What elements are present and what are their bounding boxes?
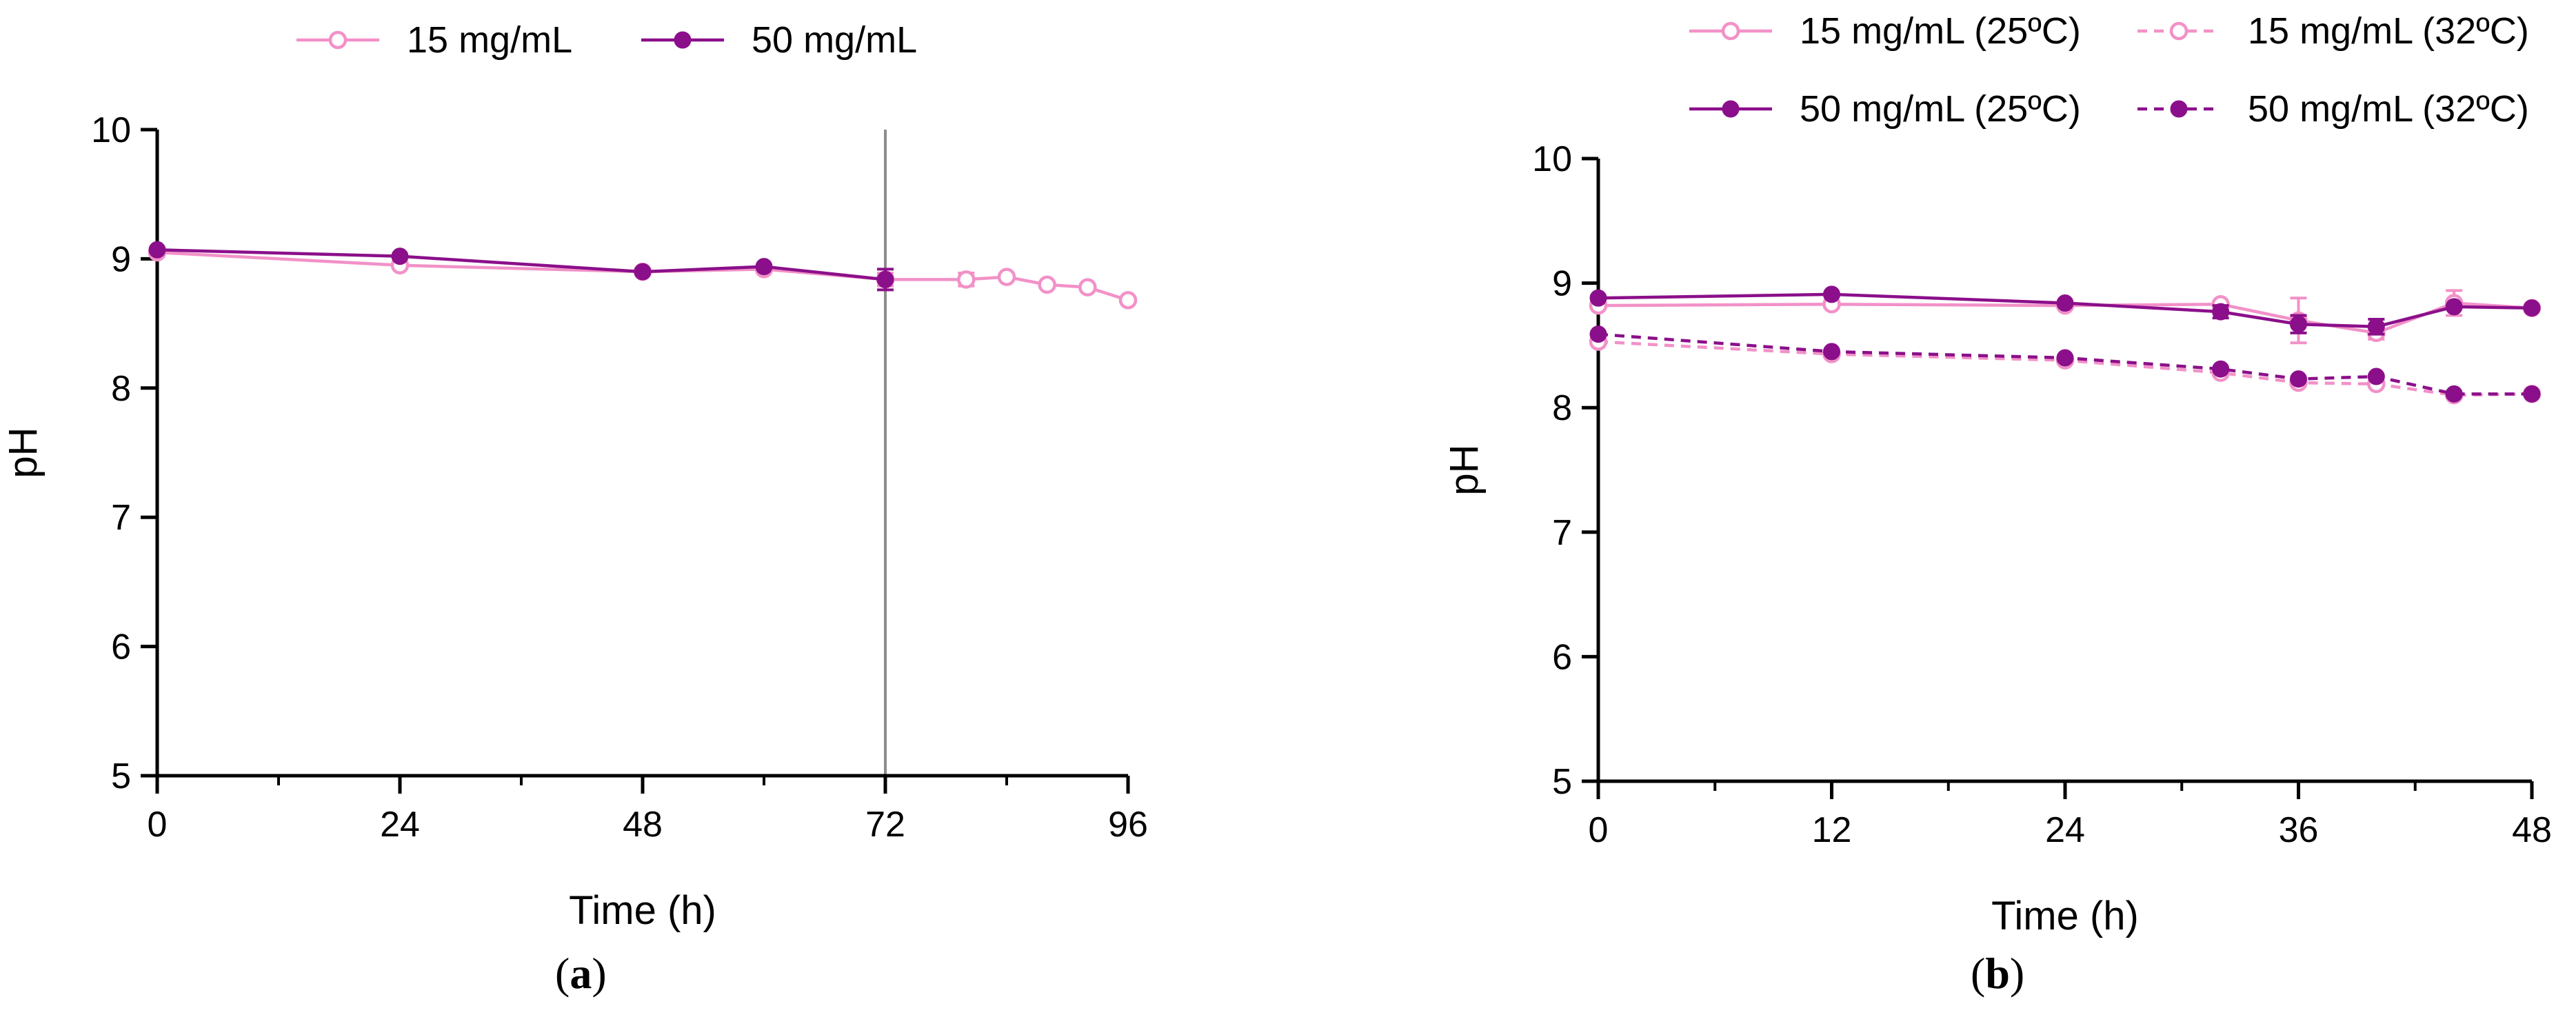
data-point bbox=[1038, 275, 1056, 294]
x-tick-label: 12 bbox=[1812, 810, 1852, 850]
data-point bbox=[2290, 315, 2307, 333]
series-line bbox=[157, 248, 886, 281]
series-line bbox=[1598, 332, 2532, 396]
data-point bbox=[2523, 385, 2541, 403]
chart-a: 5 6 7 8 9 10 0 24 48 72 96 Time (h) pH 15 mg/mL 50 mg/… bbox=[1, 19, 1148, 933]
y-tick-label: 6 bbox=[1552, 637, 1572, 677]
data-point bbox=[1078, 278, 1097, 296]
y-tick-label: 8 bbox=[111, 369, 131, 409]
series-line bbox=[157, 250, 1129, 302]
y-tick-label: 10 bbox=[1532, 139, 1572, 179]
data-point bbox=[391, 248, 409, 265]
legend-label: 50 mg/mL (25ºC) bbox=[1800, 88, 2081, 130]
legend-label: 15 mg/mL bbox=[407, 19, 572, 61]
data-point bbox=[1823, 285, 1840, 303]
x-tick-label: 96 bbox=[1108, 805, 1148, 845]
x-tick-label: 48 bbox=[623, 805, 663, 845]
data-point bbox=[2056, 349, 2074, 367]
data-point bbox=[148, 241, 166, 259]
panel-label-b: (b) bbox=[1971, 949, 2025, 998]
y-axis-label: pH bbox=[1, 427, 46, 478]
legend-marker bbox=[328, 30, 348, 50]
legend-marker bbox=[674, 31, 692, 49]
x-tick-label: 0 bbox=[1589, 810, 1609, 850]
series-4 bbox=[1589, 325, 2541, 403]
x-tick-label: 36 bbox=[2279, 810, 2319, 850]
y-tick-label: 7 bbox=[1552, 513, 1572, 553]
legend-item-3: 50 mg/mL (25ºC) bbox=[1689, 88, 2081, 130]
legend-item-1: 15 mg/mL (25ºC) bbox=[1689, 10, 2081, 52]
legend-marker bbox=[2169, 21, 2188, 41]
x-tick-label: 24 bbox=[2045, 810, 2085, 850]
legend-marker bbox=[2170, 100, 2188, 118]
data-point bbox=[2290, 370, 2307, 388]
data-point bbox=[2523, 299, 2541, 317]
panel-label-a: (a) bbox=[555, 949, 607, 998]
legend-label: 50 mg/mL (32ºC) bbox=[2248, 88, 2529, 130]
data-point bbox=[1589, 289, 1607, 307]
data-point bbox=[2367, 318, 2385, 336]
data-point bbox=[876, 270, 894, 288]
x-tick-label: 0 bbox=[148, 805, 168, 845]
x-tick-label: 48 bbox=[2512, 810, 2552, 850]
series-2 bbox=[148, 241, 894, 292]
data-point bbox=[997, 268, 1016, 286]
y-axis-label: pH bbox=[1442, 444, 1487, 495]
data-point bbox=[1118, 291, 1138, 310]
y-tick-label: 5 bbox=[111, 756, 131, 796]
legend-marker bbox=[1721, 21, 1740, 41]
x-axis-label: Time (h) bbox=[569, 888, 716, 933]
y-tick-label: 7 bbox=[111, 498, 131, 538]
chart-b: 5 6 7 8 9 10 0 12 24 36 48 Time (h) pH 15 mg/mL (25ºC… bbox=[1442, 10, 2552, 938]
legend-item-4: 50 mg/mL (32ºC) bbox=[2137, 88, 2529, 130]
series-line bbox=[1598, 340, 2533, 397]
series-3 bbox=[1589, 285, 2541, 336]
y-tick-label: 10 bbox=[91, 110, 131, 150]
series-line bbox=[1598, 292, 2533, 329]
data-point bbox=[755, 258, 773, 276]
x-tick-label: 24 bbox=[380, 805, 420, 845]
data-point bbox=[2056, 294, 2074, 312]
data-point bbox=[957, 270, 976, 289]
data-point bbox=[634, 263, 652, 281]
data-point bbox=[1589, 325, 1607, 343]
data-point bbox=[2445, 385, 2463, 403]
y-tick-label: 9 bbox=[111, 239, 131, 279]
series-line bbox=[1598, 301, 2533, 335]
x-tick-label: 72 bbox=[865, 805, 905, 845]
y-tick-label: 8 bbox=[1552, 388, 1572, 428]
data-point bbox=[2212, 303, 2230, 321]
legend-item-2: 15 mg/mL (32ºC) bbox=[2137, 10, 2529, 52]
legend-label: 50 mg/mL bbox=[752, 19, 917, 61]
legend-label: 15 mg/mL (25ºC) bbox=[1800, 10, 2081, 52]
data-point bbox=[2445, 298, 2463, 316]
y-tick-label: 9 bbox=[1552, 264, 1572, 304]
data-point bbox=[2212, 360, 2230, 378]
y-tick-label: 5 bbox=[1552, 762, 1572, 802]
y-tick-label: 6 bbox=[111, 627, 131, 667]
legend-item-2: 50 mg/mL bbox=[641, 19, 917, 61]
data-point bbox=[2367, 368, 2385, 385]
legend-label: 15 mg/mL (32ºC) bbox=[2248, 10, 2529, 52]
legend-item-1: 15 mg/mL bbox=[296, 19, 572, 61]
legend-marker bbox=[1722, 100, 1740, 118]
x-axis-label: Time (h) bbox=[1991, 894, 2139, 938]
data-point bbox=[1823, 343, 1840, 361]
